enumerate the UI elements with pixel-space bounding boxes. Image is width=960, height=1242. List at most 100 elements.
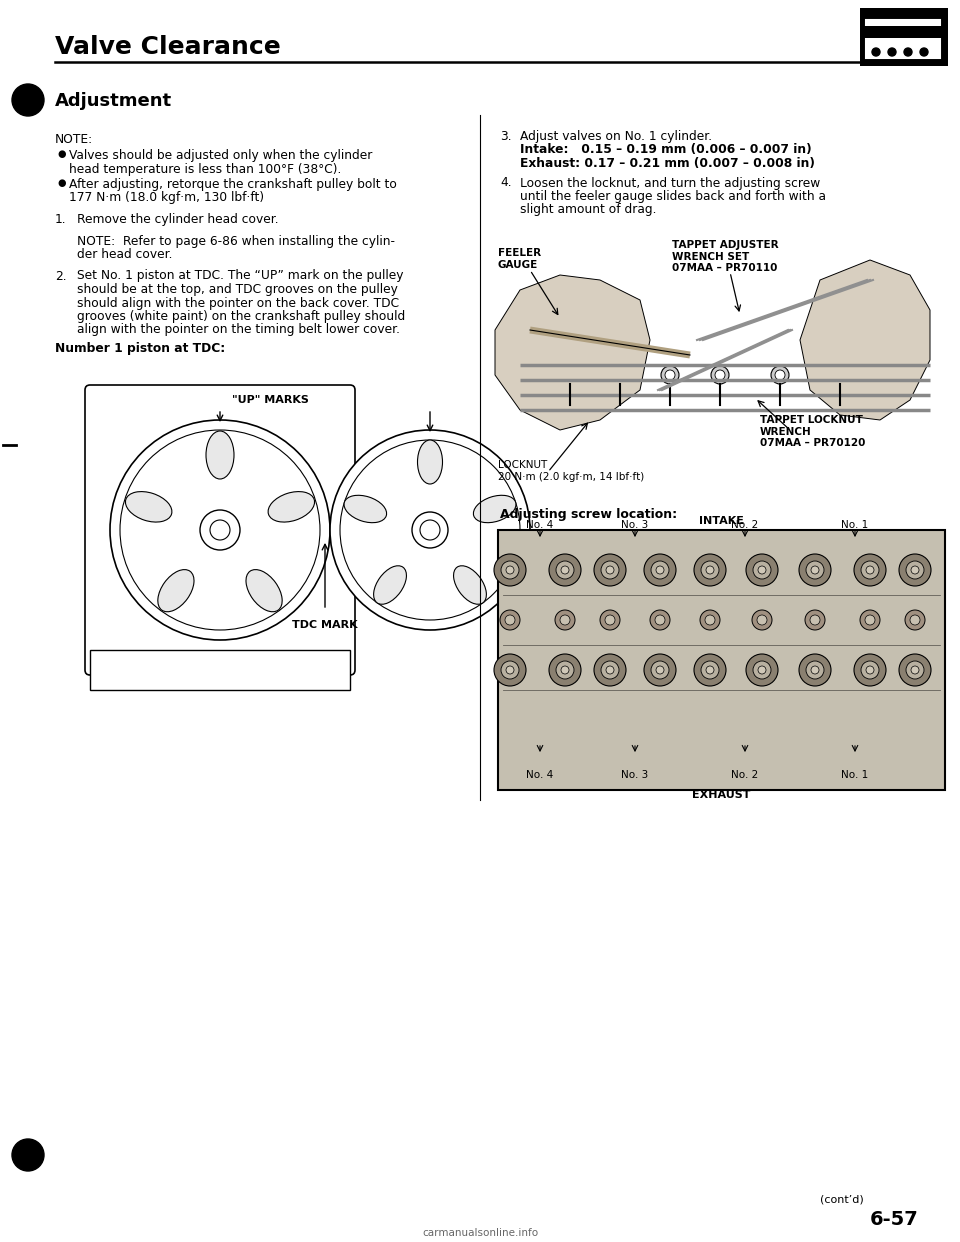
Circle shape (906, 561, 924, 579)
Text: head temperature is less than 100°F (38°C).: head temperature is less than 100°F (38°… (69, 163, 342, 175)
Circle shape (644, 655, 676, 686)
Circle shape (656, 666, 664, 674)
Text: Exhaust: 0.17 – 0.21 mm (0.007 – 0.008 in): Exhaust: 0.17 – 0.21 mm (0.007 – 0.008 i… (520, 156, 815, 170)
Polygon shape (800, 260, 930, 420)
Circle shape (775, 370, 785, 380)
Circle shape (12, 1139, 44, 1171)
Text: align with the pointer on the timing belt lower cover.: align with the pointer on the timing bel… (77, 323, 400, 337)
Circle shape (330, 430, 530, 630)
FancyBboxPatch shape (864, 26, 942, 39)
Ellipse shape (473, 496, 516, 523)
Circle shape (806, 561, 824, 579)
Circle shape (549, 554, 581, 586)
Circle shape (210, 520, 230, 540)
Text: 1.: 1. (55, 212, 66, 226)
Text: NOTE:  Refer to page 6-86 when installing the cylin-: NOTE: Refer to page 6-86 when installing… (77, 235, 395, 247)
Text: After adjusting, retorque the crankshaft pulley bolt to: After adjusting, retorque the crankshaft… (69, 178, 396, 191)
Circle shape (594, 554, 626, 586)
Text: Intake:   0.15 – 0.19 mm (0.006 – 0.007 in): Intake: 0.15 – 0.19 mm (0.006 – 0.007 in… (520, 144, 811, 156)
Circle shape (746, 655, 778, 686)
Circle shape (506, 666, 514, 674)
Circle shape (505, 615, 515, 625)
Circle shape (694, 655, 726, 686)
Ellipse shape (268, 492, 315, 522)
Circle shape (906, 661, 924, 679)
Text: No. 1: No. 1 (841, 520, 869, 530)
Text: TAPPET ADJUSTER
WRENCH SET
07MAA – PR70110: TAPPET ADJUSTER WRENCH SET 07MAA – PR701… (672, 240, 779, 273)
Circle shape (899, 554, 931, 586)
Text: No. 3: No. 3 (621, 770, 649, 780)
Circle shape (694, 554, 726, 586)
Circle shape (611, 366, 629, 384)
Circle shape (888, 48, 896, 56)
Text: TDC MARK: TDC MARK (292, 620, 358, 630)
Circle shape (861, 561, 879, 579)
Circle shape (651, 561, 669, 579)
FancyBboxPatch shape (860, 7, 948, 66)
Circle shape (120, 430, 320, 630)
Circle shape (771, 366, 789, 384)
Text: Loosen the locknut, and turn the adjusting screw: Loosen the locknut, and turn the adjusti… (520, 176, 820, 190)
Circle shape (753, 561, 771, 579)
Ellipse shape (126, 492, 172, 522)
Circle shape (805, 610, 825, 630)
Circle shape (561, 566, 569, 574)
Circle shape (811, 566, 819, 574)
Text: 4.: 4. (500, 176, 512, 190)
Ellipse shape (206, 431, 234, 479)
Circle shape (705, 615, 715, 625)
Text: until the feeler gauge slides back and forth with a: until the feeler gauge slides back and f… (520, 190, 826, 202)
Text: "UP" MARKS: "UP" MARKS (231, 395, 308, 405)
Circle shape (746, 554, 778, 586)
Ellipse shape (418, 440, 443, 484)
Text: Adjusting screw location:: Adjusting screw location: (500, 508, 677, 520)
Circle shape (866, 666, 874, 674)
Text: Set No. 1 piston at TDC. The “UP” mark on the pulley: Set No. 1 piston at TDC. The “UP” mark o… (77, 270, 403, 282)
FancyBboxPatch shape (498, 530, 945, 790)
Circle shape (12, 84, 44, 116)
Text: Valve Clearance: Valve Clearance (55, 35, 280, 60)
Circle shape (615, 370, 625, 380)
Text: ●: ● (57, 149, 65, 159)
Circle shape (758, 666, 766, 674)
Circle shape (811, 666, 819, 674)
Text: Adjustment: Adjustment (55, 92, 172, 111)
Circle shape (555, 610, 575, 630)
Circle shape (700, 610, 720, 630)
Text: Adjust valves on No. 1 cylinder.: Adjust valves on No. 1 cylinder. (520, 130, 712, 143)
Text: FEELER
GAUGE: FEELER GAUGE (498, 248, 541, 270)
Circle shape (799, 554, 831, 586)
Circle shape (711, 366, 729, 384)
Text: Valves should be adjusted only when the cylinder: Valves should be adjusted only when the … (69, 149, 372, 161)
Text: INTAKE: INTAKE (699, 515, 743, 527)
Circle shape (899, 655, 931, 686)
Ellipse shape (453, 566, 487, 605)
Circle shape (560, 615, 570, 625)
Text: 2.: 2. (55, 270, 66, 282)
Circle shape (799, 655, 831, 686)
Text: ●: ● (57, 178, 65, 188)
Circle shape (556, 661, 574, 679)
Text: NOTE:: NOTE: (55, 133, 93, 147)
Circle shape (861, 661, 879, 679)
FancyBboxPatch shape (85, 385, 355, 674)
Circle shape (494, 554, 526, 586)
Circle shape (854, 655, 886, 686)
Text: Remove the cylinder head cover.: Remove the cylinder head cover. (77, 212, 278, 226)
Circle shape (655, 615, 665, 625)
Circle shape (806, 661, 824, 679)
Text: No. 4: No. 4 (526, 770, 554, 780)
Circle shape (606, 666, 614, 674)
Circle shape (701, 561, 719, 579)
FancyBboxPatch shape (90, 650, 350, 691)
Text: der head cover.: der head cover. (77, 248, 173, 261)
Circle shape (501, 661, 519, 679)
Circle shape (556, 561, 574, 579)
Circle shape (594, 655, 626, 686)
Circle shape (701, 661, 719, 679)
Circle shape (872, 48, 880, 56)
Ellipse shape (157, 570, 194, 612)
Circle shape (412, 512, 448, 548)
Circle shape (601, 661, 619, 679)
Circle shape (854, 554, 886, 586)
